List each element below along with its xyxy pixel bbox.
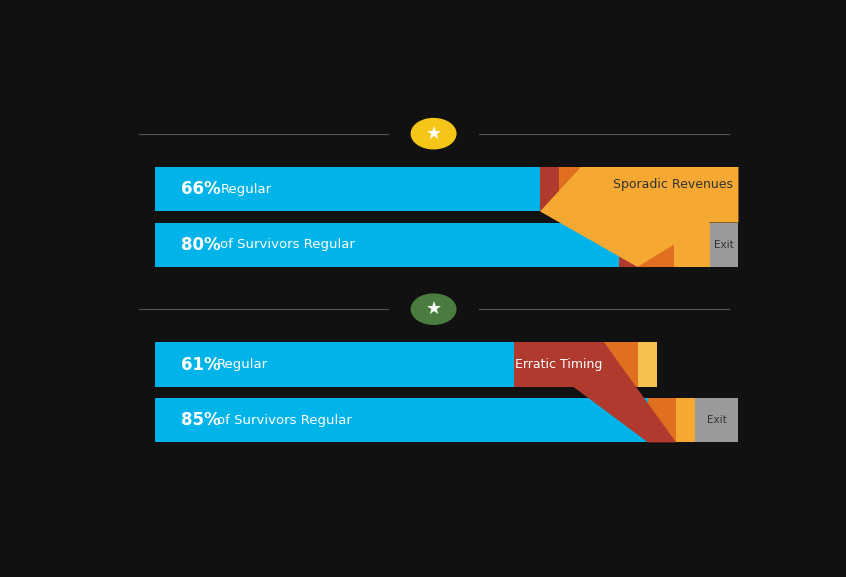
Bar [638,343,656,387]
Bar [695,398,739,443]
Bar [710,223,739,267]
Text: ★: ★ [426,300,442,318]
Text: of Survivors Regular: of Survivors Regular [221,238,355,251]
Bar [604,343,638,387]
Bar [618,223,638,267]
Polygon shape [514,343,676,443]
Bar [673,223,710,267]
Bar [695,398,739,443]
Bar [514,343,604,387]
Text: 85%: 85% [181,411,221,429]
Bar [676,398,695,443]
Text: 66%: 66% [181,180,221,198]
Bar [514,343,604,387]
Bar [638,223,673,267]
Text: ★: ★ [426,125,442,143]
Bar [155,167,540,211]
Bar [676,398,695,443]
Bar [155,398,648,443]
Text: Regular: Regular [217,358,268,371]
Text: 80%: 80% [181,236,221,254]
Text: Exit: Exit [714,239,734,250]
Bar [604,343,638,387]
Bar [155,398,648,443]
Bar [155,343,514,387]
Text: Exit: Exit [706,415,727,425]
Circle shape [411,294,456,324]
Bar [648,398,676,443]
Circle shape [411,118,456,149]
Bar [638,223,673,267]
Bar [673,223,710,267]
Text: 61%: 61% [181,355,221,374]
Bar [648,398,676,443]
Text: Regular: Regular [221,183,272,196]
Bar [540,167,558,211]
Text: of Survivors Regular: of Survivors Regular [217,414,352,427]
Bar [155,223,618,267]
Bar [638,343,656,387]
Bar [618,223,638,267]
Bar [155,223,618,267]
Bar [710,223,739,267]
Text: Erratic Timing: Erratic Timing [515,358,602,371]
Text: Sporadic Revenues: Sporadic Revenues [613,178,733,191]
Polygon shape [540,167,739,267]
Bar [558,167,581,211]
Bar [155,343,514,387]
